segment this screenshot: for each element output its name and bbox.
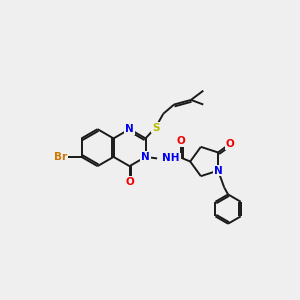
- Text: Br: Br: [54, 152, 67, 162]
- Text: O: O: [125, 177, 134, 187]
- Text: NH: NH: [163, 153, 180, 164]
- Text: S: S: [152, 123, 159, 133]
- Text: N: N: [125, 124, 134, 134]
- Text: O: O: [226, 139, 234, 149]
- Text: N: N: [141, 152, 150, 162]
- Text: O: O: [177, 136, 185, 146]
- Text: N: N: [214, 166, 222, 176]
